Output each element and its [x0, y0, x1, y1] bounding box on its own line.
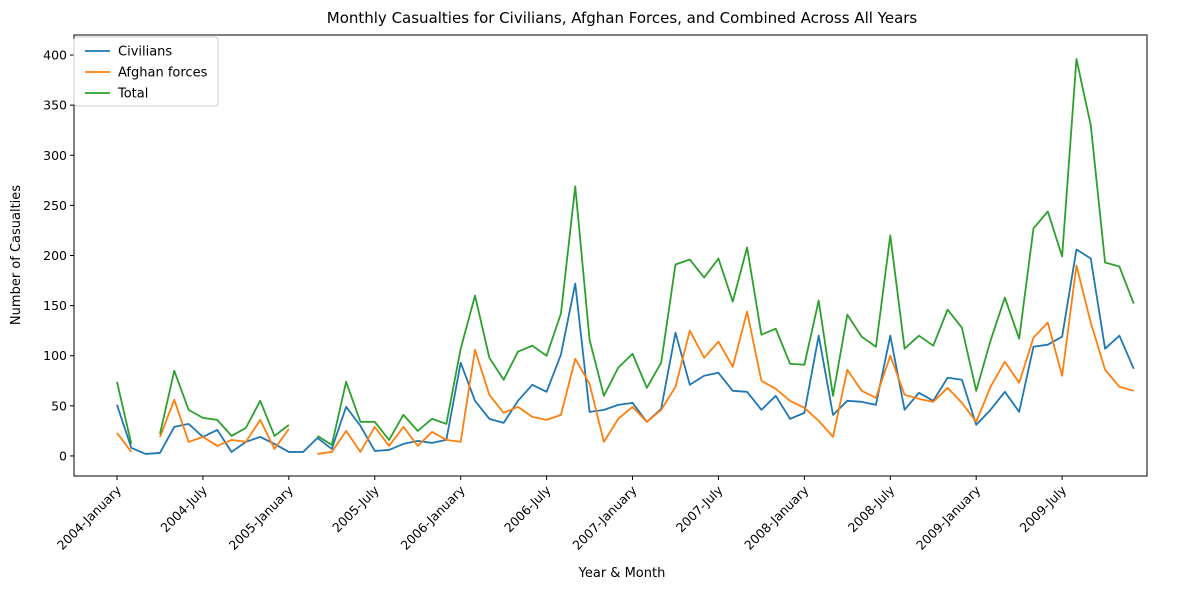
series-line-afghan-forces [116, 264, 1134, 455]
x-tick-label: 2006-January [398, 482, 469, 553]
y-tick-label: 200 [43, 248, 67, 263]
y-tick-label: 400 [43, 48, 67, 63]
legend: Civilians Afghan forces Total [73, 36, 219, 107]
series-lines [116, 58, 1135, 455]
plot-area [73, 34, 1148, 477]
y-tick-label: 50 [51, 398, 67, 413]
y-tick-label: 300 [43, 148, 67, 163]
x-tick-label: 2007-July [673, 482, 726, 535]
legend-label-total: Total [117, 87, 148, 102]
x-tick-label: 2004-January [54, 482, 125, 553]
x-tick-label: 2005-January [226, 482, 297, 553]
legend-label-civilians: Civilians [118, 45, 172, 60]
x-tick-label: 2008-January [741, 482, 812, 553]
x-axis-ticks: 2004-January 2004-July 2005-January 2005-Ju… [54, 476, 1070, 553]
y-tick-label: 250 [43, 198, 67, 213]
y-axis-ticks: 0 50 100 150 200 250 300 350 400 [43, 48, 74, 463]
x-tick-label: 2008-July [845, 482, 898, 535]
x-tick-label: 2009-January [913, 482, 984, 553]
series-line-total [116, 58, 1135, 446]
x-tick-label: 2004-July [157, 482, 210, 535]
y-tick-label: 350 [43, 98, 67, 113]
x-axis-label: Year & Month [578, 566, 666, 581]
legend-box [73, 36, 219, 107]
y-tick-label: 100 [43, 348, 67, 363]
chart-title: Monthly Casualties for Civilians, Afghan… [327, 9, 918, 27]
x-tick-label: 2007-January [569, 482, 640, 553]
y-tick-label: 0 [59, 448, 67, 463]
x-tick-label: 2009-July [1017, 482, 1070, 535]
legend-label-afghan-forces: Afghan forces [118, 66, 208, 81]
x-tick-label: 2005-July [329, 482, 382, 535]
y-axis-label: Number of Casualties [9, 185, 24, 325]
series-line-civilians [116, 248, 1135, 455]
x-tick-label: 2006-July [501, 482, 554, 535]
y-tick-label: 150 [43, 298, 67, 313]
